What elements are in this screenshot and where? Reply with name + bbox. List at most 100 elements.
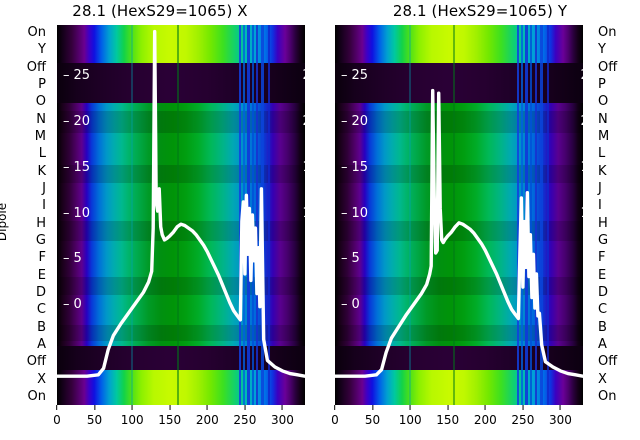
- category-label-j: J: [598, 181, 602, 196]
- xtick-50: 50: [365, 405, 380, 427]
- category-label-off: Off: [598, 354, 618, 370]
- xtick-300: 300: [271, 405, 294, 427]
- tick-mark-icon: [409, 405, 411, 410]
- category-label-g: G: [598, 233, 609, 248]
- xtick-label: 150: [158, 413, 182, 427]
- ytick-x-right-15: 15: [302, 160, 305, 175]
- xtick-100: 100: [121, 405, 144, 427]
- category-axis-left: On Y Off P O N M L K J I H G F E D C B A Off X On: [0, 25, 50, 405]
- category-label-a: A: [598, 337, 607, 352]
- ytick-y-25: –25: [341, 68, 369, 83]
- category-label-l: L: [598, 146, 606, 162]
- category-label-o: O: [35, 94, 46, 110]
- category-label-on: On: [598, 25, 617, 40]
- ytick-x-20: –20: [63, 114, 91, 129]
- xtick-150: 150: [436, 405, 459, 427]
- xtick-label: 50: [364, 413, 381, 427]
- xtick-label: 200: [195, 413, 219, 427]
- tick-mark-icon: [334, 405, 336, 410]
- category-label-d: D: [598, 285, 609, 300]
- tick-mark-icon: [281, 405, 283, 410]
- ytick-x-0: –0: [63, 297, 82, 312]
- x-axis-panel-y: 0 50 100 150 200 250 300: [331, 405, 583, 439]
- category-label-p: P: [598, 77, 606, 92]
- tick-mark-icon: [484, 405, 486, 410]
- xtick-label: 250: [511, 413, 535, 427]
- category-label-f: F: [38, 250, 46, 266]
- xtick-label: 100: [120, 413, 144, 427]
- category-label-h: H: [598, 215, 608, 231]
- heatmap-plot-y[interactable]: –0 –5 –10 –15 –20 –25 0 5 10 15 20 25: [335, 25, 583, 405]
- tick-mark-icon: [559, 405, 561, 410]
- category-label-m: M: [598, 129, 610, 144]
- xtick-label: 0: [331, 413, 339, 427]
- panel-y-title: 28.1 (HexS29=1065) Y: [392, 2, 568, 20]
- category-axis-right: On Y Off P O N M L K J I H G F E D C B A Off X On: [594, 25, 640, 405]
- ytick-x-right-10: 10: [302, 206, 305, 221]
- xtick-label: 150: [436, 413, 460, 427]
- category-label-f: F: [598, 250, 606, 266]
- xtick-250: 250: [233, 405, 256, 427]
- tick-mark-icon: [244, 405, 246, 410]
- category-label-y: Y: [38, 42, 46, 58]
- ytick-x-right-20: 20: [302, 114, 305, 129]
- category-label-c: C: [36, 302, 46, 318]
- category-label-on: On: [598, 389, 617, 404]
- tick-mark-icon: [372, 405, 374, 410]
- ytick-y-right-15: 15: [580, 160, 583, 175]
- category-label-off: Off: [26, 354, 46, 370]
- category-label-i: I: [42, 198, 46, 214]
- ytick-x-5: –5: [63, 251, 82, 266]
- tick-mark-icon: [169, 405, 171, 410]
- profile-trace-x: [57, 29, 305, 378]
- ytick-x-10: –10: [63, 206, 91, 221]
- xtick-0: 0: [53, 405, 61, 427]
- category-label-y: Y: [598, 42, 606, 58]
- category-label-x: X: [598, 371, 607, 387]
- xtick-50: 50: [87, 405, 102, 427]
- ytick-y-right-25: 25: [580, 68, 583, 83]
- xtick-label: 200: [473, 413, 497, 427]
- ytick-y-right-10: 10: [580, 206, 583, 221]
- category-label-b: B: [37, 319, 46, 335]
- ytick-y-5: –5: [341, 251, 360, 266]
- category-label-n: N: [598, 111, 608, 127]
- ytick-x-right-25: 25: [302, 68, 305, 83]
- tick-mark-icon: [131, 405, 133, 410]
- xtick-150: 150: [158, 405, 181, 427]
- ytick-y-0: –0: [341, 297, 360, 312]
- category-label-o: O: [598, 94, 609, 110]
- xtick-label: 100: [398, 413, 422, 427]
- ytick-y-10: –10: [341, 206, 369, 221]
- category-label-p: P: [38, 77, 46, 92]
- profile-trace-y: [335, 88, 583, 378]
- category-label-off: Off: [598, 59, 618, 75]
- category-label-off: Off: [26, 59, 46, 75]
- xtick-label: 300: [549, 413, 572, 427]
- tick-mark-icon: [56, 405, 58, 410]
- xtick-200: 200: [474, 405, 497, 427]
- ytick-x-25: –25: [63, 68, 91, 83]
- xtick-300: 300: [549, 405, 572, 427]
- category-label-j: J: [42, 181, 46, 196]
- xtick-label: 250: [233, 413, 257, 427]
- category-label-h: H: [36, 215, 46, 231]
- tick-mark-icon: [94, 405, 96, 410]
- category-label-a: A: [37, 337, 46, 352]
- panel-y: 28.1 (HexS29=1065) Y: [320, 0, 640, 440]
- category-label-e: E: [37, 267, 46, 283]
- ytick-y-right-20: 20: [580, 114, 583, 129]
- xtick-label: 50: [86, 413, 103, 427]
- tick-mark-icon: [522, 405, 524, 410]
- xtick-200: 200: [196, 405, 219, 427]
- xtick-100: 100: [399, 405, 422, 427]
- tick-mark-icon: [447, 405, 449, 410]
- xtick-label: 0: [53, 413, 61, 427]
- category-label-on: On: [27, 389, 46, 404]
- category-label-l: L: [38, 146, 46, 162]
- xtick-0: 0: [331, 405, 339, 427]
- heatmap-plot-x[interactable]: –0 –5 –10 –15 –20 –25 0 5 10 15 20 25: [57, 25, 305, 405]
- category-label-b: B: [598, 319, 607, 335]
- category-label-x: X: [37, 371, 46, 387]
- category-label-c: C: [598, 302, 608, 318]
